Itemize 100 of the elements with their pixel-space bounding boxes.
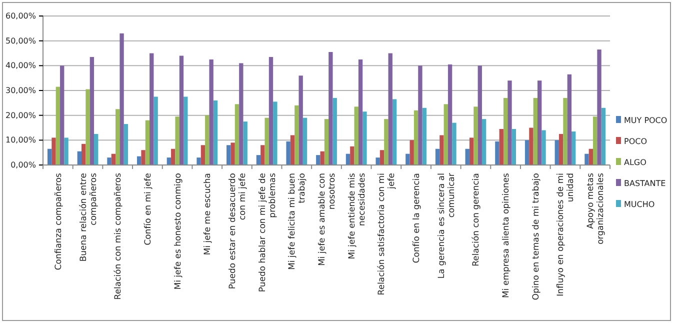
x-tick-label: Mi jefe me escucha — [203, 173, 214, 256]
bar — [508, 80, 512, 165]
bar — [52, 138, 56, 165]
y-tick-label: 40,00% — [5, 61, 36, 70]
bar — [107, 158, 112, 165]
x-tick-label: Mi empresa alienta opiniones — [502, 172, 512, 298]
bar — [440, 135, 444, 165]
bar — [290, 135, 295, 165]
legend-label: MUCHO — [624, 200, 655, 209]
bar — [558, 134, 564, 165]
bar — [294, 105, 299, 165]
bar — [81, 144, 86, 165]
bar — [77, 151, 82, 165]
x-tick-label: Mi jefe es honesto conmigo — [173, 173, 184, 290]
bar — [584, 154, 589, 165]
bar — [205, 115, 210, 165]
bar — [414, 110, 418, 165]
y-tick-label: 0,00% — [10, 160, 36, 170]
x-tick-label: La gerencia es sincera al comunicar — [436, 172, 457, 279]
bar — [554, 140, 559, 165]
bar — [332, 98, 337, 165]
bar — [418, 66, 422, 165]
x-tick-label: Confío en mi jefe — [143, 173, 154, 246]
bar — [452, 122, 456, 165]
bar — [213, 100, 218, 165]
bar — [328, 52, 333, 165]
bar — [474, 106, 478, 165]
bar — [533, 98, 538, 165]
bar — [60, 66, 64, 165]
x-tick-label: Confío en la gerencia — [412, 173, 422, 264]
bar — [410, 140, 414, 165]
bar — [196, 158, 201, 165]
bar — [422, 108, 426, 165]
bar — [542, 130, 546, 165]
y-tick-label: 60,00% — [5, 12, 36, 21]
bar — [380, 150, 384, 165]
bar — [384, 119, 388, 165]
bar — [482, 119, 486, 165]
bar — [563, 98, 568, 165]
bar — [230, 142, 235, 165]
bar — [234, 104, 240, 165]
bar — [94, 134, 98, 165]
bar — [478, 66, 482, 165]
bar — [392, 99, 397, 165]
bar — [302, 118, 308, 165]
y-tick-label: 10,00% — [5, 136, 36, 145]
bar — [350, 146, 354, 165]
bar — [601, 108, 606, 165]
y-tick-label: 20,00% — [5, 110, 36, 120]
bar — [362, 112, 367, 165]
bar — [124, 124, 128, 165]
bar — [499, 128, 504, 165]
bar — [226, 145, 231, 165]
bar — [469, 138, 474, 165]
bar — [64, 138, 68, 165]
x-tick-label: Buena relación entre compañeros — [78, 172, 99, 262]
bar — [111, 154, 116, 165]
x-tick-label: Opino en temas de mi trabajo — [531, 173, 542, 300]
x-tick-label: Confianza compañeros — [54, 172, 64, 270]
bar — [171, 148, 176, 165]
bar — [435, 148, 440, 165]
bar — [503, 98, 508, 165]
bar — [141, 150, 146, 165]
bar — [354, 106, 358, 165]
bar — [298, 76, 303, 165]
bar — [537, 80, 542, 165]
bar — [572, 131, 576, 165]
bar — [86, 89, 90, 165]
bar — [512, 128, 516, 165]
bar — [200, 145, 206, 165]
bar — [567, 74, 572, 165]
x-tick-label: Puedo estar en desacuerdo con mi jefe — [228, 173, 248, 290]
bar — [243, 122, 248, 165]
y-tick-label: 30,00% — [5, 86, 36, 96]
bar — [524, 140, 530, 165]
legend-label: MUY POCO — [624, 116, 668, 125]
bar — [495, 141, 500, 165]
bar — [56, 86, 60, 165]
bar — [273, 102, 278, 165]
bar — [179, 56, 184, 165]
bar — [166, 158, 172, 165]
bar — [184, 96, 188, 165]
bar — [150, 53, 154, 165]
bar — [90, 56, 94, 165]
bar — [465, 148, 470, 165]
legend-label: BASTANTE — [624, 179, 666, 188]
bar — [444, 104, 448, 165]
bar — [597, 50, 602, 165]
y-tick-label: 50,00% — [5, 36, 36, 46]
legend-label: POCO — [624, 137, 648, 146]
bar — [268, 56, 274, 165]
bar — [154, 96, 158, 165]
bar — [264, 118, 269, 165]
bar — [388, 53, 392, 165]
bar — [316, 155, 320, 165]
x-tick-label: Influyo en operaciones de mi unidad — [556, 173, 576, 296]
bar — [406, 154, 410, 165]
bar — [47, 148, 52, 165]
bar — [358, 59, 363, 165]
bar — [286, 141, 290, 165]
